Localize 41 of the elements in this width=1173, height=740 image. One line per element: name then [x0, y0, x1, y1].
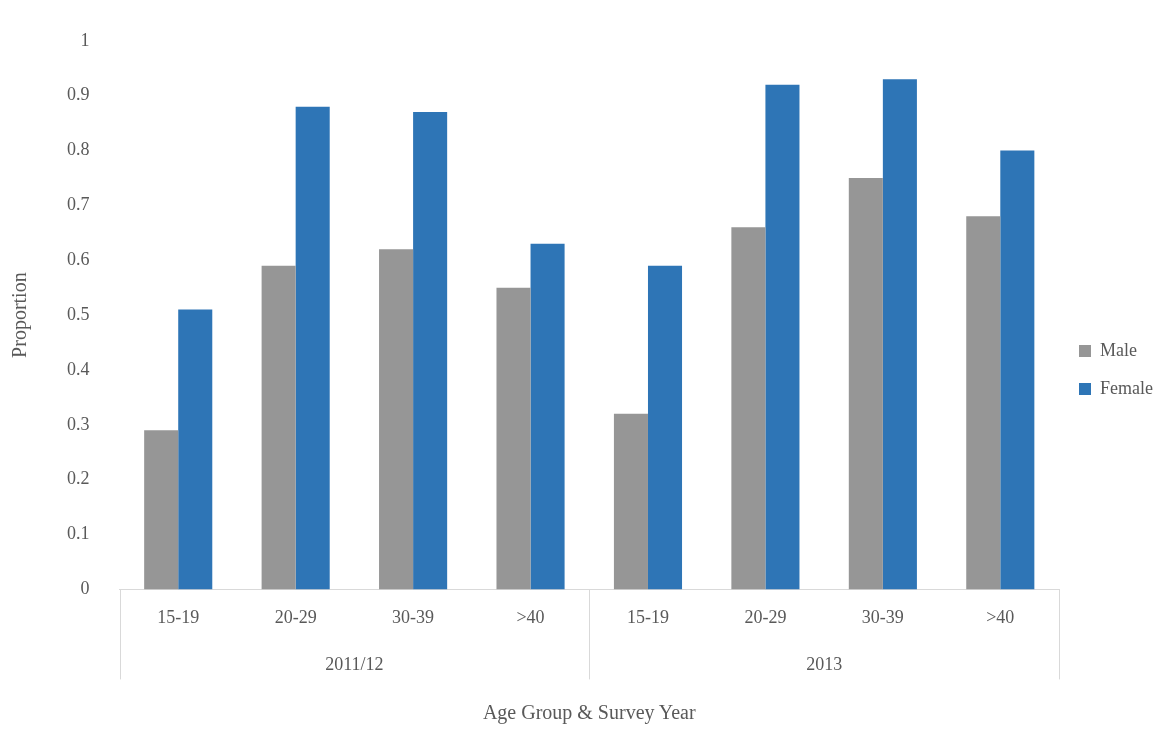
bar	[144, 430, 179, 590]
bar	[295, 106, 330, 590]
bar	[261, 265, 296, 590]
y-tick-label: 0.9	[67, 84, 90, 105]
x-tick-label: 20-29	[274, 606, 317, 627]
x-tick-label: 30-39	[392, 606, 435, 627]
legend-label: Female	[1100, 377, 1154, 398]
bar	[848, 177, 883, 590]
y-axis-title: Proportion	[8, 272, 32, 358]
y-tick-label: 0.6	[67, 248, 90, 269]
y-tick-label: 0.4	[67, 358, 90, 379]
bar	[413, 112, 448, 590]
text: 2011/12	[325, 654, 384, 675]
bar	[1000, 150, 1035, 590]
bar	[178, 309, 213, 590]
y-tick-label: 0.7	[67, 194, 90, 215]
bar	[882, 79, 917, 590]
y-tick-label: 0	[80, 578, 90, 599]
bar	[966, 216, 1001, 590]
y-tick-label: 0.1	[67, 523, 90, 544]
y-tick-label: 0.2	[67, 468, 90, 489]
bar	[613, 413, 648, 590]
x-tick-label: 30-39	[861, 606, 904, 627]
bar	[765, 84, 800, 590]
bar	[731, 227, 766, 590]
x-tick-label: 15-19	[626, 606, 669, 627]
text: 2013	[806, 654, 843, 675]
y-tick-label: 1	[80, 29, 90, 50]
bar	[530, 243, 565, 590]
x-tick-label: >40	[986, 606, 1015, 627]
bar	[496, 287, 531, 590]
legend-label: Male	[1100, 339, 1138, 360]
bar	[647, 265, 683, 590]
x-axis-title: Age Group & Survey Year	[482, 701, 696, 725]
y-tick-label: 0.3	[67, 413, 90, 434]
y-tick-label: 0.8	[67, 139, 90, 160]
x-tick-label: 15-19	[157, 606, 200, 627]
x-tick-label: 20-29	[744, 606, 787, 627]
bar	[379, 249, 414, 590]
y-tick-label: 0.5	[67, 303, 90, 324]
x-tick-label: >40	[516, 606, 545, 627]
